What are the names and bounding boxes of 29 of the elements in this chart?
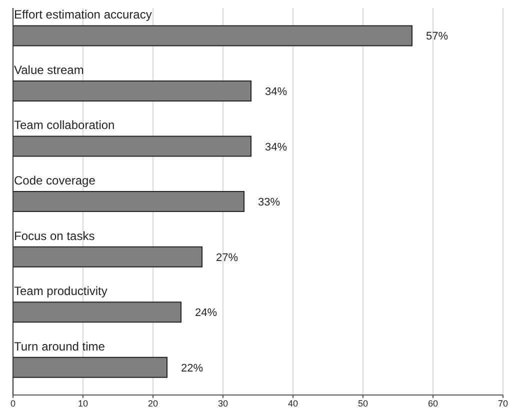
bar xyxy=(13,136,252,157)
x-tick-label: 20 xyxy=(148,398,158,408)
x-tick-label: 0 xyxy=(10,398,16,408)
bar xyxy=(13,246,202,268)
y-tick-label: Code coverage xyxy=(14,174,96,188)
data-label: 34% xyxy=(265,86,288,98)
data-label: 24% xyxy=(195,307,218,320)
y-tick-label: Value stream xyxy=(14,62,84,77)
bar xyxy=(13,191,244,212)
y-tick-label: Team productivity xyxy=(14,284,108,298)
data-label: 33% xyxy=(258,196,280,209)
y-tick-label: Focus on tasks xyxy=(14,228,95,243)
y-tick-label: Effort estimation accuracy xyxy=(14,8,152,22)
data-label: 22% xyxy=(181,362,204,374)
x-tick-label: 40 xyxy=(288,398,298,408)
bar xyxy=(13,80,252,102)
bar xyxy=(13,356,168,378)
data-label: 57% xyxy=(426,30,448,43)
data-label: 34% xyxy=(265,141,288,154)
y-tick-label: Turn around time xyxy=(14,339,106,354)
x-tick-label: 70 xyxy=(498,398,508,408)
y-tick-label: Team collaboration xyxy=(14,118,115,132)
x-tick-label: 50 xyxy=(358,398,368,408)
bar xyxy=(13,302,182,323)
x-tick-label: 60 xyxy=(428,398,438,408)
x-tick-label: 30 xyxy=(218,398,228,408)
bar xyxy=(13,25,412,46)
data-label: 27% xyxy=(216,252,238,264)
x-tick-label: 10 xyxy=(78,398,88,408)
